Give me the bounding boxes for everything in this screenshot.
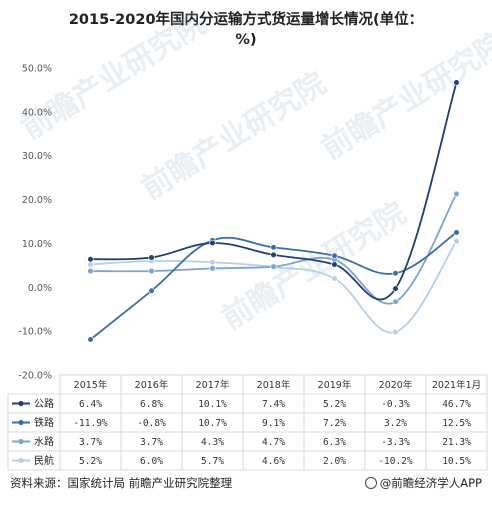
data-point [148,287,155,294]
legend-swatch-marker [18,400,24,407]
table-cell: -3.3% [381,437,410,448]
table-cell: 12.5% [442,418,471,429]
table-cell: 3.2% [384,418,407,429]
watermark-text: 前瞻产业研究院 [136,66,333,207]
table-cell: 9.1% [262,418,285,429]
table-cell: 7.4% [262,399,285,410]
data-point [209,239,216,247]
data-point [453,79,460,86]
table-cell: 6.8% [140,399,163,410]
legend-label: 公路 [34,397,54,410]
table-cell: -10.2% [378,456,413,467]
table-cell: 4.3% [201,437,224,448]
data-point [392,328,399,336]
watermark-text: 前瞻产业研究院 [216,196,413,337]
data-point [392,270,399,277]
y-tick-label: 10.0% [22,239,52,250]
data-point [148,254,155,261]
data-point [87,256,94,263]
data-point [453,229,460,236]
data-point [270,251,277,258]
table-cell: 5.7% [201,456,224,467]
x-category-label: 2017年 [196,379,230,391]
brand-icon [364,477,377,489]
table-cell: 3.7% [140,437,163,448]
data-point [453,190,460,197]
data-point [453,238,460,245]
legend-swatch-marker [18,438,24,445]
x-category-label: 2019年 [318,379,352,391]
table-cell: -0.8% [137,418,166,429]
data-point [209,259,216,266]
data-point [392,285,399,292]
y-tick-label: -20.0% [18,371,52,382]
table-cell: 5.2% [323,399,346,410]
table-cell: 3.7% [79,437,102,448]
table-cell: 6.3% [323,437,346,448]
table-cell: 6.0% [140,456,163,467]
data-point [331,252,338,259]
footer: 资料来源：国家统计局 前瞻产业研究院整理 @前瞻经济学人APP [10,472,482,494]
data-point [331,275,338,282]
data-point [270,244,277,251]
data-point [392,298,399,305]
series-lines [87,79,460,343]
data-point [87,261,94,268]
brand-credit: @前瞻经济学人APP [364,472,482,494]
x-category-label: 2016年 [135,379,169,391]
table-cell: -0.3% [381,399,410,410]
y-tick-label: 0.0% [28,283,52,294]
x-category-label: 2020年 [379,379,413,391]
source-note: 资料来源：国家统计局 前瞻产业研究院整理 [10,476,233,490]
series-line-公路 [90,82,458,301]
x-category-label: 2021年1月 [432,379,481,391]
table-cell: 5.2% [79,456,102,467]
y-axis: 50.0% 40.0% 30.0% 20.0% 10.0% 0.0% -10.0% -20.0… [18,64,52,382]
data-point [209,265,216,272]
table-cell: 21.3% [442,437,471,448]
chart-title: 2015-2020年国内分运输方式货运量增长情况(单位：%) [68,12,424,48]
table-cell: 10.5% [442,456,471,467]
brand-label: @前瞻经济学人APP [379,476,482,490]
legend-swatch-marker [18,419,24,426]
table-cell: 10.7% [198,418,227,429]
data-point [331,261,338,268]
data-point [148,267,155,275]
table-cell: 4.6% [262,456,285,467]
x-category-label: 2015年 [74,379,108,391]
table-cell: 6.4% [79,399,102,410]
data-point [87,336,94,343]
legend-swatch-marker [18,457,24,464]
table-cell: 7.2% [323,418,346,429]
table-cell: 10.1% [198,399,227,410]
watermark-text: 前瞻产业研究院 [316,26,492,167]
legend-label: 水路 [34,435,54,448]
watermark-text: 前瞻产业研究院 [16,6,213,147]
table-cell: 46.7% [442,399,471,410]
data-point [270,263,277,270]
y-tick-label: 40.0% [22,107,52,118]
y-tick-label: -10.0% [18,327,52,338]
legend-label: 民航 [34,454,54,467]
y-tick-label: 20.0% [22,195,52,206]
y-tick-label: 50.0% [22,64,52,75]
table-cell: -11.9% [73,418,108,429]
data-point [87,267,94,275]
y-tick-label: 30.0% [22,151,52,162]
table-cell: 4.7% [262,437,285,448]
x-category-label: 2018年 [257,379,291,391]
legend-label: 铁路 [34,416,54,429]
table-cell: 2.0% [323,456,346,467]
